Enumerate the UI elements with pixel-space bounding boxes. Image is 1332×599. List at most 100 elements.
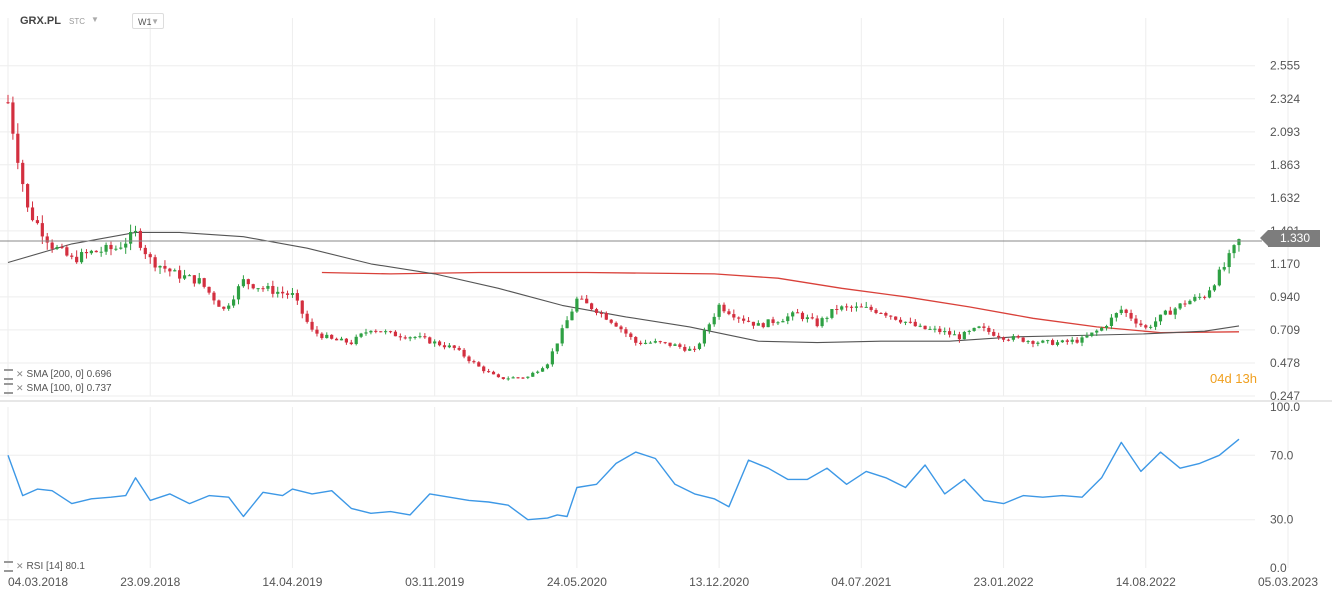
candle-body bbox=[70, 255, 74, 257]
candle-body bbox=[84, 252, 89, 254]
candle-body bbox=[60, 247, 64, 249]
candle-body bbox=[805, 317, 809, 320]
candle-body bbox=[388, 331, 393, 333]
rsi-legend[interactable]: ✕ RSI [14] 80.1 bbox=[4, 561, 85, 572]
candle-body bbox=[423, 336, 427, 338]
candle-body bbox=[678, 344, 682, 347]
close-icon[interactable]: ✕ bbox=[16, 369, 24, 380]
candle-body bbox=[1178, 303, 1182, 309]
sma100-path bbox=[7, 231, 1240, 344]
candle-body bbox=[845, 306, 849, 308]
candle-body bbox=[874, 309, 878, 313]
candle-body bbox=[614, 322, 618, 327]
instrument-type-label: STC bbox=[69, 17, 85, 26]
candle-body bbox=[187, 275, 192, 277]
candle-body bbox=[511, 377, 515, 379]
candle-body bbox=[1104, 325, 1109, 328]
candle-body bbox=[16, 133, 20, 163]
candle-body bbox=[751, 321, 756, 326]
candle-body bbox=[560, 328, 564, 344]
close-icon[interactable]: ✕ bbox=[16, 561, 24, 572]
price-tick-label: 0.709 bbox=[1270, 323, 1300, 337]
date-tick-label: 05.03.2023 bbox=[1258, 575, 1318, 589]
candle-body bbox=[683, 346, 687, 351]
candle-body bbox=[40, 223, 44, 237]
symbol-dropdown-icon[interactable]: ▼ bbox=[91, 15, 99, 24]
candle-body bbox=[526, 376, 530, 378]
candle-body bbox=[496, 374, 501, 378]
candle-body bbox=[634, 337, 638, 343]
candle-body bbox=[408, 337, 412, 339]
candle-body bbox=[281, 291, 285, 294]
candle-body bbox=[442, 345, 447, 348]
candle-body bbox=[472, 361, 476, 363]
candle-body bbox=[879, 312, 883, 314]
timeframe-value: W1 bbox=[138, 17, 152, 27]
candle-body bbox=[344, 338, 348, 343]
candle-body bbox=[148, 254, 152, 258]
candle-body bbox=[580, 298, 584, 300]
candle-body bbox=[1212, 285, 1217, 291]
candle-body bbox=[540, 368, 545, 372]
candle-body bbox=[1114, 313, 1118, 318]
candle-body bbox=[1149, 326, 1153, 328]
candle-body bbox=[65, 247, 69, 256]
candle-body bbox=[575, 298, 579, 312]
candle-body bbox=[570, 311, 574, 321]
candle-body bbox=[168, 268, 172, 272]
candle-body bbox=[1036, 342, 1040, 344]
candle-body bbox=[231, 299, 236, 306]
candle-body bbox=[379, 331, 383, 333]
candle-body bbox=[104, 244, 108, 252]
candle-body bbox=[648, 342, 653, 344]
candle-body bbox=[688, 348, 692, 351]
candle-body bbox=[462, 349, 466, 357]
candle-body bbox=[565, 320, 569, 329]
candlesticks bbox=[6, 94, 1241, 381]
rsi-legend-text: RSI [14] 80.1 bbox=[26, 561, 85, 573]
candle-body bbox=[222, 306, 226, 309]
candle-body bbox=[1222, 267, 1226, 270]
candle-body bbox=[1163, 310, 1167, 315]
candle-body bbox=[271, 285, 275, 294]
rsi-tick-label: 30.0 bbox=[1270, 513, 1294, 527]
timeframe-select[interactable]: W1 ▼ bbox=[132, 13, 164, 29]
candle-body bbox=[550, 351, 554, 365]
candle-body bbox=[197, 278, 201, 284]
candle-body bbox=[11, 102, 15, 134]
candle-body bbox=[1080, 337, 1084, 343]
candle-body bbox=[810, 317, 814, 319]
candle-body bbox=[1188, 300, 1192, 305]
sma100-legend[interactable]: ✕ SMA [100, 0] 0.737 bbox=[4, 383, 112, 394]
candle-body bbox=[364, 332, 368, 334]
menu-icon[interactable] bbox=[4, 561, 13, 572]
rsi-path bbox=[7, 438, 1240, 521]
candle-body bbox=[1050, 340, 1055, 345]
candle-body bbox=[1124, 309, 1128, 313]
sma200-legend[interactable]: ✕ SMA [200, 0] 0.696 bbox=[4, 369, 112, 380]
candle-body bbox=[374, 330, 378, 332]
candle-body bbox=[241, 279, 246, 287]
candle-body bbox=[717, 304, 721, 317]
candle-body bbox=[619, 326, 623, 330]
candle-body bbox=[653, 341, 657, 343]
close-icon[interactable]: ✕ bbox=[16, 383, 24, 394]
candle-body bbox=[962, 331, 966, 340]
date-tick-label: 23.09.2018 bbox=[120, 575, 180, 589]
candle-body bbox=[384, 331, 388, 333]
menu-icon[interactable] bbox=[4, 369, 13, 380]
candle-body bbox=[903, 321, 908, 323]
rsi-tick-label: 100.0 bbox=[1270, 400, 1300, 414]
symbol-label[interactable]: GRX.PL bbox=[20, 15, 61, 27]
candle-body bbox=[124, 243, 128, 248]
price-tick-label: 2.324 bbox=[1270, 92, 1300, 106]
candle-body bbox=[182, 275, 187, 279]
menu-icon[interactable] bbox=[4, 383, 13, 394]
candle-body bbox=[158, 265, 162, 268]
candle-body bbox=[746, 320, 751, 322]
candle-body bbox=[663, 342, 667, 344]
candle-body bbox=[884, 313, 888, 316]
candle-body bbox=[212, 292, 216, 301]
candle-body bbox=[35, 220, 40, 224]
